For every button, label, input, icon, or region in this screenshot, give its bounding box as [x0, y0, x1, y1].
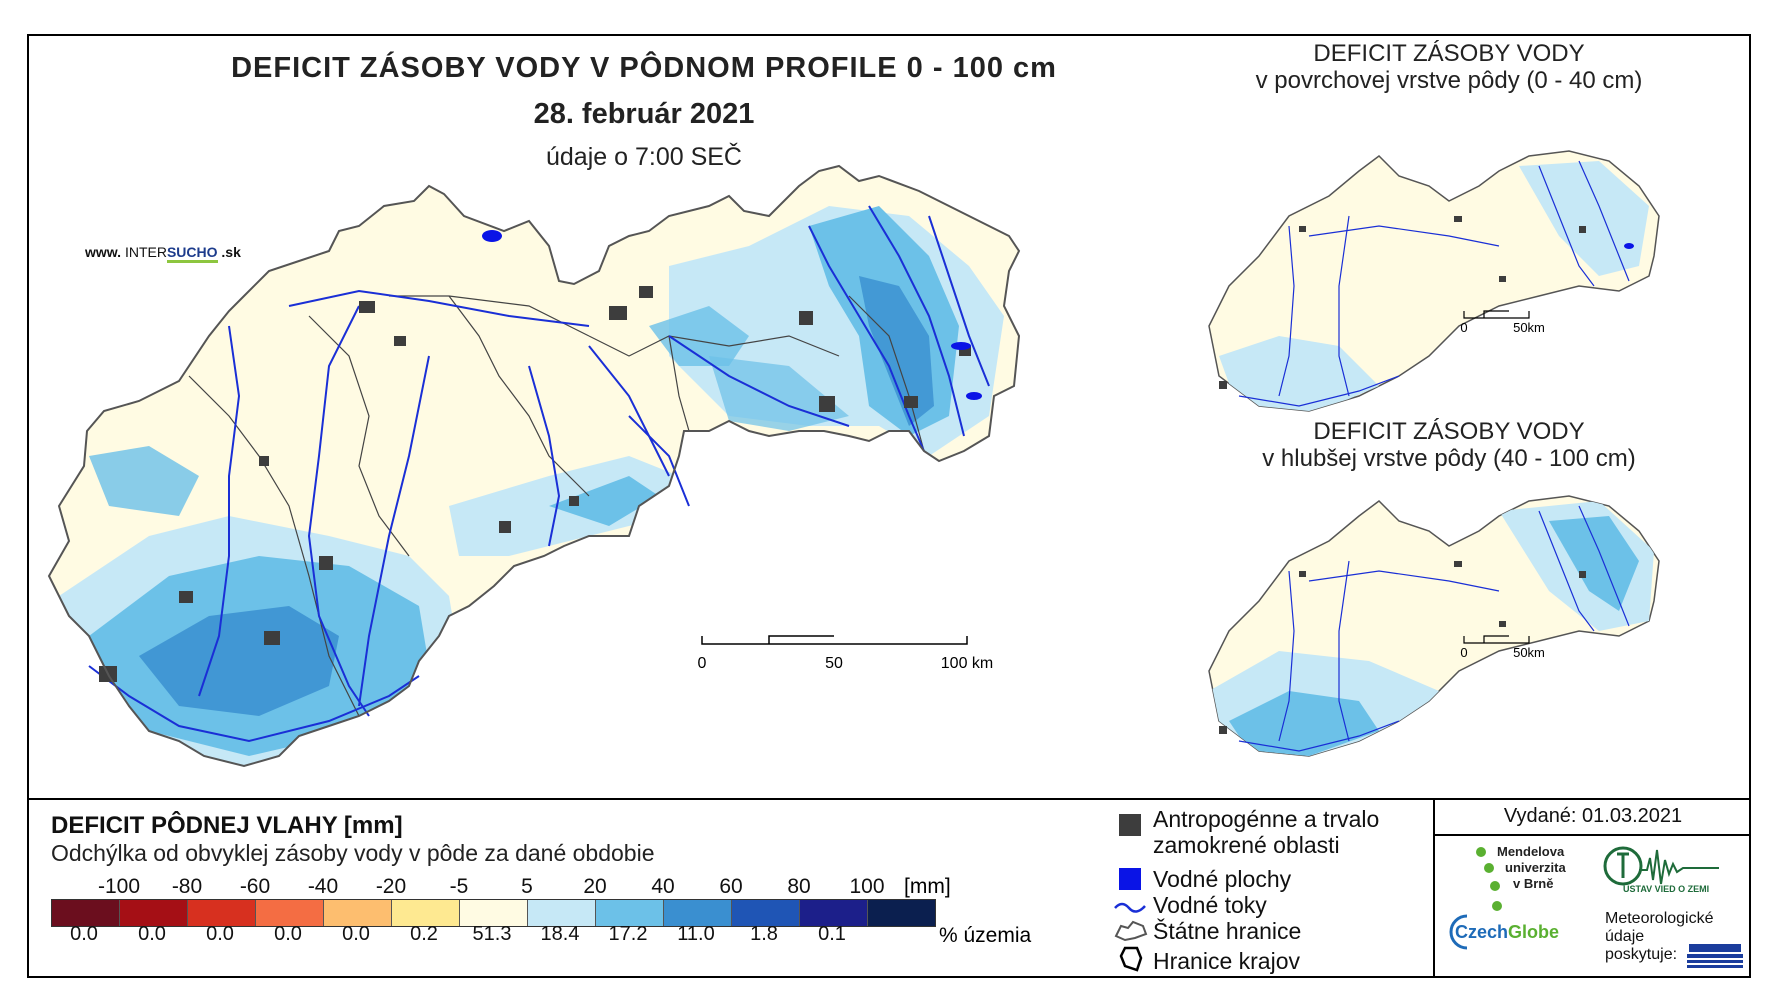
- water-bodies: [482, 230, 982, 400]
- main-title: DEFICIT ZÁSOBY VODY V PÔDNOM PROFILE 0 -…: [231, 52, 1057, 84]
- anthropogenic-swatch: [1119, 814, 1141, 836]
- legend-color-class: [800, 900, 868, 926]
- legend-color-class: [256, 900, 324, 926]
- ustav-logo: ÚSTAV VIED O ZEMI: [1603, 840, 1721, 906]
- legend-color-class: [460, 900, 528, 926]
- legend-break-label: -60: [239, 875, 271, 898]
- state-border-swatch: [1114, 920, 1148, 942]
- legend-percent-unit: % územia: [939, 924, 1032, 947]
- legend-percent-value: 0.0: [206, 923, 234, 945]
- legend-color-class: [868, 900, 935, 926]
- inset-top-scale-zero: 0: [1460, 320, 1467, 335]
- legend-color-class: [596, 900, 664, 926]
- legend-color-class: [120, 900, 188, 926]
- legend-percent-value: 0.0: [70, 923, 98, 945]
- legend-color-class: [732, 900, 800, 926]
- anthropogenic-label: Antropogénne a trvalo zamokrené oblasti: [1153, 806, 1380, 858]
- inset-top-water: [1624, 243, 1634, 249]
- inset-bottom-urban: [1219, 561, 1586, 734]
- inset-bottom-deficit-areas: [1209, 501, 1654, 756]
- legend-percent-value: 18.4: [540, 923, 580, 945]
- legend-percent-value: 0.0: [274, 923, 302, 945]
- main-map: 0 50 100 km: [47, 164, 1021, 768]
- legend-break-label: 80: [787, 875, 811, 898]
- legend-break-label: 20: [583, 875, 607, 898]
- legend-break-label: -100: [97, 875, 141, 898]
- water-bodies-swatch: [1119, 868, 1141, 890]
- legend-title: DEFICIT PÔDNEJ VLAHY [mm]: [51, 812, 403, 839]
- seismograph-icon: [1603, 846, 1719, 886]
- inset-top-scale-end: 50km: [1513, 320, 1545, 335]
- water-bodies-label: Vodné plochy: [1153, 866, 1292, 892]
- inset-bottom-map: 0 50km: [1208, 495, 1660, 757]
- main-scale-bar: [701, 635, 968, 645]
- legend-break-label: 5: [521, 875, 533, 898]
- inset-top-rivers: [1238, 160, 1630, 407]
- legend-percent-value: 0.2: [410, 923, 438, 945]
- water-courses-label: Vodné toky: [1153, 892, 1267, 918]
- legend-break-label: -80: [171, 875, 203, 898]
- legend-color-class: [324, 900, 392, 926]
- legend-percent-value: 0.0: [138, 923, 166, 945]
- legend-percent-value: 0.1: [818, 923, 846, 945]
- legend-color-class: [188, 900, 256, 926]
- legend-percent-value: 1.8: [750, 923, 778, 945]
- legend-color-class: [528, 900, 596, 926]
- inset-bottom-scale-bar: [1463, 635, 1530, 644]
- inset-top-urban: [1219, 216, 1586, 389]
- time-subtitle: údaje o 7:00 SEČ: [546, 143, 742, 171]
- inset-bottom-title: DEFICIT ZÁSOBY VODY v hlubšej vrstve pôd…: [1262, 418, 1636, 472]
- legend-color-bar: [51, 899, 936, 927]
- region-borders: [188, 295, 925, 717]
- region-border-swatch: [1119, 946, 1143, 972]
- rivers: [88, 205, 990, 743]
- mendel-dots-icon: [1476, 847, 1502, 911]
- main-scale-end: 100 km: [941, 655, 993, 672]
- inset-top-title: DEFICIT ZÁSOBY VODY v povrchovej vrstve …: [1255, 40, 1643, 94]
- issuer-panel: Vydané: 01.03.2021 Mendelova univerzita …: [1433, 800, 1751, 978]
- meteo-credit: Meteorologické údaje poskytuje:: [1605, 910, 1714, 963]
- date-title: 28. február 2021: [533, 98, 755, 130]
- legend-break-label: -5: [449, 875, 469, 898]
- inset-top-scale-bar: [1463, 310, 1530, 319]
- legend-percent-value: 17.2: [608, 923, 648, 945]
- legend-unit: [mm]: [904, 875, 951, 898]
- inset-top-map: 0 50km: [1208, 150, 1660, 412]
- main-scale-zero: 0: [698, 655, 707, 672]
- legend-color-class: [392, 900, 460, 926]
- shmu-logo-icon: [1687, 944, 1743, 968]
- legend-color-class: [52, 900, 120, 926]
- inset-bottom-scale-zero: 0: [1460, 645, 1467, 660]
- legend-percent-value: 11.0: [677, 923, 715, 945]
- water-courses-swatch: [1114, 902, 1146, 913]
- map-frame: DEFICIT ZÁSOBY VODY V PÔDNOM PROFILE 0 -…: [27, 34, 1751, 978]
- legend-break-label: 100: [849, 875, 885, 898]
- legend-panel: DEFICIT PÔDNEJ VLAHY [mm] Odchýlka od ob…: [29, 798, 1751, 978]
- region-border-label: Hranice krajov: [1153, 948, 1300, 974]
- main-scale-mid: 50: [825, 655, 843, 672]
- legend-break-label: 40: [651, 875, 675, 898]
- inset-bottom-rivers: [1238, 505, 1630, 752]
- state-border-label: Štátne hranice: [1153, 918, 1302, 944]
- legend-subtitle: Odchýlka od obvyklej zásoby vody v pôde …: [51, 840, 655, 866]
- legend-percent-value: 51.3: [472, 923, 512, 945]
- inset-bottom-scale-end: 50km: [1513, 645, 1545, 660]
- legend-break-label: 60: [719, 875, 743, 898]
- site-url: www. INTERSUCHO .sk: [85, 244, 241, 263]
- legend-color-class: [664, 900, 732, 926]
- legend-break-label: -40: [307, 875, 339, 898]
- state-border: [47, 164, 1021, 768]
- globe-arc-icon: [1449, 914, 1468, 950]
- legend-percent-value: 0.0: [342, 923, 370, 945]
- legend-break-label: -20: [375, 875, 407, 898]
- issued-date: Vydané: 01.03.2021: [1503, 805, 1683, 827]
